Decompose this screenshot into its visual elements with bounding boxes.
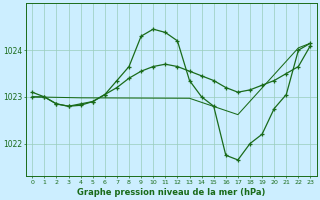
X-axis label: Graphe pression niveau de la mer (hPa): Graphe pression niveau de la mer (hPa) [77, 188, 266, 197]
